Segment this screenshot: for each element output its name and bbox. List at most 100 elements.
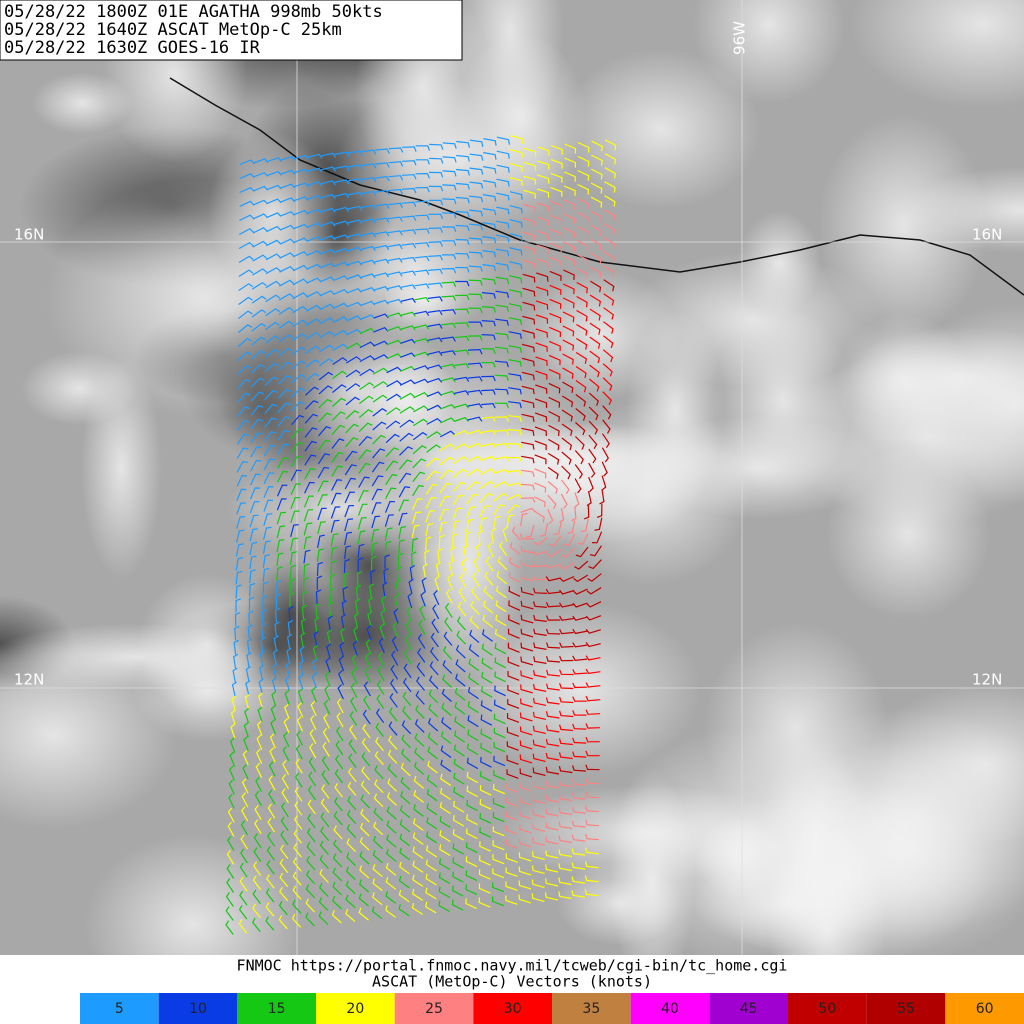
wind-barb [372,878,383,892]
wind-barb [252,875,262,891]
wind-barb [358,490,369,502]
wind-barb [413,775,425,789]
wind-barb [414,297,430,303]
wind-barb [575,394,587,407]
wind-barb [376,694,385,710]
wind-barb [502,526,508,542]
wind-barb [332,302,349,310]
wind-barb [591,154,603,166]
wind-barb [415,704,425,719]
wind-barb [482,278,496,285]
wind-barb [307,799,316,815]
wind-barb [534,468,547,479]
wind-barb [427,377,443,383]
wind-barb [264,431,277,443]
wind-barb [307,181,323,187]
wind-barb [280,802,289,818]
wind-barb [519,754,533,764]
wind-barb [236,447,249,459]
wind-barb [280,156,296,161]
wind-barb [599,489,605,505]
wind-barb [251,281,267,290]
wind-barb [345,437,359,448]
wind-barb [359,341,375,349]
wind-barb [604,195,616,207]
wind-barb [545,780,560,789]
wind-barb [275,593,282,609]
wind-barb [442,198,457,205]
wind-barb [265,308,280,317]
wind-barb [250,405,264,416]
wind-barb [519,533,535,540]
wind-barb [559,683,574,690]
wind-barb [507,456,523,463]
wind-barb [381,595,387,611]
wind-barb [241,778,249,794]
wind-barb [372,421,387,431]
wind-barb [448,560,454,576]
wind-barb [531,893,545,902]
wind-barb [583,505,590,520]
wind-barb [482,264,496,272]
wind-barb [455,252,470,259]
wind-barb [411,537,419,552]
wind-barb [469,615,480,630]
wind-barb [279,858,289,874]
wind-barb [532,795,546,804]
colorbar-swatch [788,993,867,1024]
wind-barb [344,491,355,504]
wind-barb [585,709,601,715]
wind-barb [332,895,343,910]
wind-barb [495,614,507,627]
wind-barb [479,841,491,852]
wind-barb [442,170,457,177]
wind-barb [283,703,290,720]
wind-barb [454,322,470,328]
wind-barb [442,184,457,191]
wind-barb [547,495,557,510]
wind-barb [374,244,390,251]
colorbar-swatch [866,993,946,1024]
wind-barb [454,716,466,729]
wind-barb [313,630,319,647]
wind-barb [427,337,443,343]
wind-barb [545,794,559,803]
wind-barb [482,614,494,628]
wind-barb [536,188,550,198]
wind-barb [548,340,561,352]
wind-barb [270,719,277,735]
wind-barb [576,323,588,336]
wind-barb [366,625,372,641]
wind-barb [412,860,424,873]
wind-barb [236,461,248,473]
wind-barb [494,429,509,436]
wind-barb [572,737,587,744]
wind-barb [362,709,371,725]
wind-barb [262,581,269,596]
wind-barb [590,252,602,265]
wind-barb [372,892,383,906]
wind-barb [435,561,441,578]
wind-barb [596,503,603,518]
wind-barb [467,416,483,422]
wind-barb [520,642,534,652]
wind-barb [300,618,307,634]
wind-barb [289,551,298,565]
wind-barb [271,691,277,707]
wind-barb [521,441,535,450]
wind-barb [283,717,290,734]
wind-barb [326,643,332,659]
wind-barb [237,337,252,347]
cloud [693,0,845,104]
wind-barb [355,584,362,600]
wind-barb [536,174,550,184]
wind-barb [317,494,328,507]
wind-barb [560,493,568,509]
wind-barb [371,502,382,515]
wind-barb [480,728,492,740]
wind-barb [344,450,358,462]
wind-barb [306,856,316,871]
wind-barb [265,267,281,275]
wind-barb [508,303,523,312]
wind-barb [428,227,444,233]
